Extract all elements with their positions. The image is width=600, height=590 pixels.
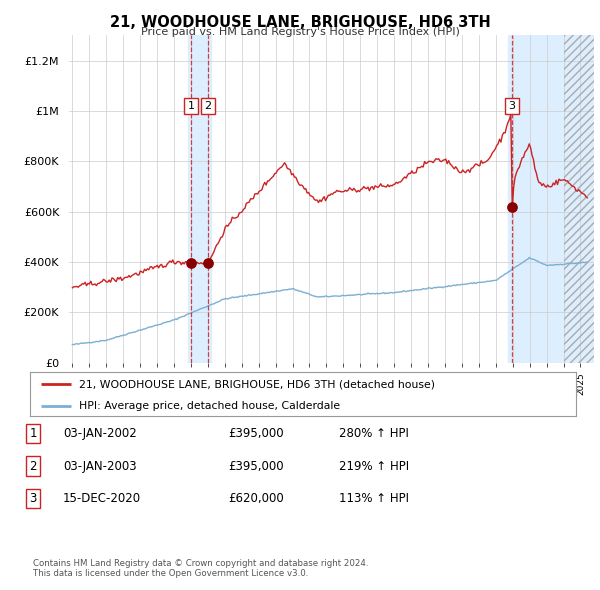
Text: Price paid vs. HM Land Registry's House Price Index (HPI): Price paid vs. HM Land Registry's House … bbox=[140, 27, 460, 37]
Text: 15-DEC-2020: 15-DEC-2020 bbox=[63, 492, 141, 505]
Text: 113% ↑ HPI: 113% ↑ HPI bbox=[339, 492, 409, 505]
Text: Contains HM Land Registry data © Crown copyright and database right 2024.: Contains HM Land Registry data © Crown c… bbox=[33, 559, 368, 568]
Text: 03-JAN-2002: 03-JAN-2002 bbox=[63, 427, 137, 440]
Text: 2: 2 bbox=[205, 101, 212, 111]
Text: 219% ↑ HPI: 219% ↑ HPI bbox=[339, 460, 409, 473]
Point bbox=[187, 258, 196, 268]
Text: £395,000: £395,000 bbox=[228, 427, 284, 440]
Text: £620,000: £620,000 bbox=[228, 492, 284, 505]
Text: HPI: Average price, detached house, Calderdale: HPI: Average price, detached house, Cald… bbox=[79, 401, 340, 411]
Text: 280% ↑ HPI: 280% ↑ HPI bbox=[339, 427, 409, 440]
Text: 3: 3 bbox=[29, 492, 37, 505]
Text: 2: 2 bbox=[29, 460, 37, 473]
Text: 03-JAN-2003: 03-JAN-2003 bbox=[63, 460, 137, 473]
Bar bbox=[508, 35, 594, 363]
Bar bbox=[188, 35, 211, 363]
Text: 3: 3 bbox=[509, 101, 515, 111]
Point bbox=[203, 258, 213, 268]
Bar bbox=[563, 35, 598, 363]
Text: 21, WOODHOUSE LANE, BRIGHOUSE, HD6 3TH (detached house): 21, WOODHOUSE LANE, BRIGHOUSE, HD6 3TH (… bbox=[79, 379, 435, 389]
Text: 1: 1 bbox=[188, 101, 194, 111]
Text: £395,000: £395,000 bbox=[228, 460, 284, 473]
Text: This data is licensed under the Open Government Licence v3.0.: This data is licensed under the Open Gov… bbox=[33, 569, 308, 578]
Text: 21, WOODHOUSE LANE, BRIGHOUSE, HD6 3TH: 21, WOODHOUSE LANE, BRIGHOUSE, HD6 3TH bbox=[110, 15, 490, 30]
Point bbox=[507, 202, 517, 211]
Text: 1: 1 bbox=[29, 427, 37, 440]
